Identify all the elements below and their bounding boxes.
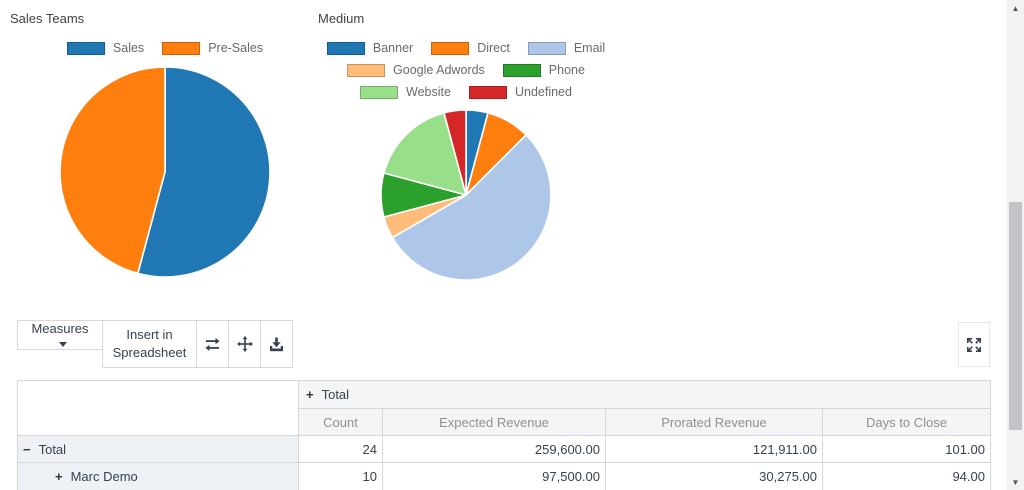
pie-chart-medium[interactable] [379,108,553,282]
pivot-table: + Total Count Expected Revenue Prorated R… [17,380,991,490]
pie-slice-email[interactable] [391,134,552,281]
scroll-down-icon: ▼ [1011,477,1020,487]
table-row: + Marc Demo 10 97,500.00 30,275.00 94.00 [17,462,991,490]
vertical-scrollbar[interactable]: ▲ ▼ [1007,0,1024,490]
row-label: Marc Demo [70,469,138,484]
cell-marc-demo-days-to-close: 94.00 [822,462,991,490]
expand-icon [967,337,981,352]
pie-slice-sales[interactable] [137,66,271,278]
scrollbar-thumb[interactable] [1009,202,1022,430]
row-header-total[interactable]: − Total [17,435,299,463]
expand-all-button[interactable] [228,320,261,368]
minus-icon: − [23,441,31,457]
pivot-table-container: + Total Count Expected Revenue Prorated R… [17,380,991,490]
column-group-label: Total [321,387,350,402]
measures-button-label: Measures [31,321,89,336]
legend-label: Phone [548,63,585,77]
column-header-expected-revenue[interactable]: Expected Revenue [382,408,606,436]
caret-down-icon [58,342,67,348]
cell-total-prorated-revenue: 121,911.00 [605,435,823,463]
row-label: Total [38,441,67,457]
download-icon [270,337,283,351]
measures-button[interactable]: Measures [17,320,103,350]
cell-marc-demo-expected-revenue: 97,500.00 [382,462,606,490]
legend-item-google-adwords[interactable]: Google Adwords [347,63,485,77]
scroll-up-icon: ▲ [1011,3,1020,13]
insert-in-spreadsheet-button[interactable]: Insert in Spreadsheet [102,320,197,368]
legend-swatch-icon [162,41,201,55]
legend-label: Email [573,41,606,55]
plus-icon: + [306,387,314,402]
download-button[interactable] [260,320,293,368]
legend-swatch-icon [468,85,507,99]
cell-marc-demo-count: 10 [298,462,383,490]
sales-teams-legend: Sales Pre-Sales [10,40,320,56]
medium-legend-row-2: Google Adwords Phone [318,62,614,78]
legend-item-sales[interactable]: Sales [66,41,145,55]
arrows-move-icon [236,336,253,352]
legend-label: Direct [477,41,510,55]
legend-label: Google Adwords [393,63,485,77]
legend-item-undefined[interactable]: Undefined [468,85,572,99]
pivot-toolbar: Measures Insert in Spreadsheet [17,320,293,368]
medium-chart: Medium Banner Direct Email Google Adword… [318,0,614,300]
flip-axis-button[interactable] [196,320,229,368]
medium-legend-row-1: Banner Direct Email [318,40,614,56]
column-header-count[interactable]: Count [298,408,383,436]
legend-swatch-icon [502,63,541,77]
pie-slice-website[interactable] [383,112,467,196]
pie-slice-undefined[interactable] [443,109,467,196]
cell-total-expected-revenue: 259,600.00 [382,435,606,463]
legend-swatch-icon [326,41,365,55]
legend-label: Banner [372,41,414,55]
flip-axis-icon [205,337,220,351]
chart-title-sales-teams: Sales Teams [10,11,85,26]
cell-total-count: 24 [298,435,383,463]
legend-label: Pre-Sales [208,41,264,55]
cell-marc-demo-prorated-revenue: 30,275.00 [605,462,823,490]
chart-title-medium: Medium [318,11,365,26]
legend-swatch-icon [527,41,566,55]
legend-item-email[interactable]: Email [527,41,606,55]
medium-legend-row-3: Website Undefined [318,84,614,100]
legend-item-direct[interactable]: Direct [431,41,510,55]
sales-teams-chart: Sales Teams Sales Pre-Sales [10,0,320,300]
scroll-down-button[interactable]: ▼ [1007,474,1024,490]
plus-icon: + [55,469,63,484]
scroll-up-button[interactable]: ▲ [1007,0,1024,16]
pie-chart-sales-teams[interactable] [55,62,275,282]
legend-label: Undefined [514,85,572,99]
legend-swatch-icon [66,41,105,55]
cell-total-days-to-close: 101.00 [822,435,991,463]
legend-swatch-icon [431,41,470,55]
legend-item-website[interactable]: Website [360,85,451,99]
legend-label: Website [406,85,451,99]
legend-item-phone[interactable]: Phone [502,63,585,77]
fullscreen-button[interactable] [958,322,990,367]
legend-label: Sales [112,41,145,55]
legend-swatch-icon [360,85,399,99]
row-header-marc-demo[interactable]: + Marc Demo [17,462,299,490]
legend-item-pre-sales[interactable]: Pre-Sales [162,41,263,55]
legend-item-banner[interactable]: Banner [326,41,414,55]
column-group-header-total[interactable]: + Total [298,380,991,409]
pie-slice-pre-sales[interactable] [59,66,166,275]
legend-swatch-icon [347,63,386,77]
pivot-corner-cell [17,380,299,436]
column-header-prorated-revenue[interactable]: Prorated Revenue [605,408,823,436]
table-row: − Total 24 259,600.00 121,911.00 101.00 [17,435,991,463]
column-header-days-to-close[interactable]: Days to Close [822,408,991,436]
